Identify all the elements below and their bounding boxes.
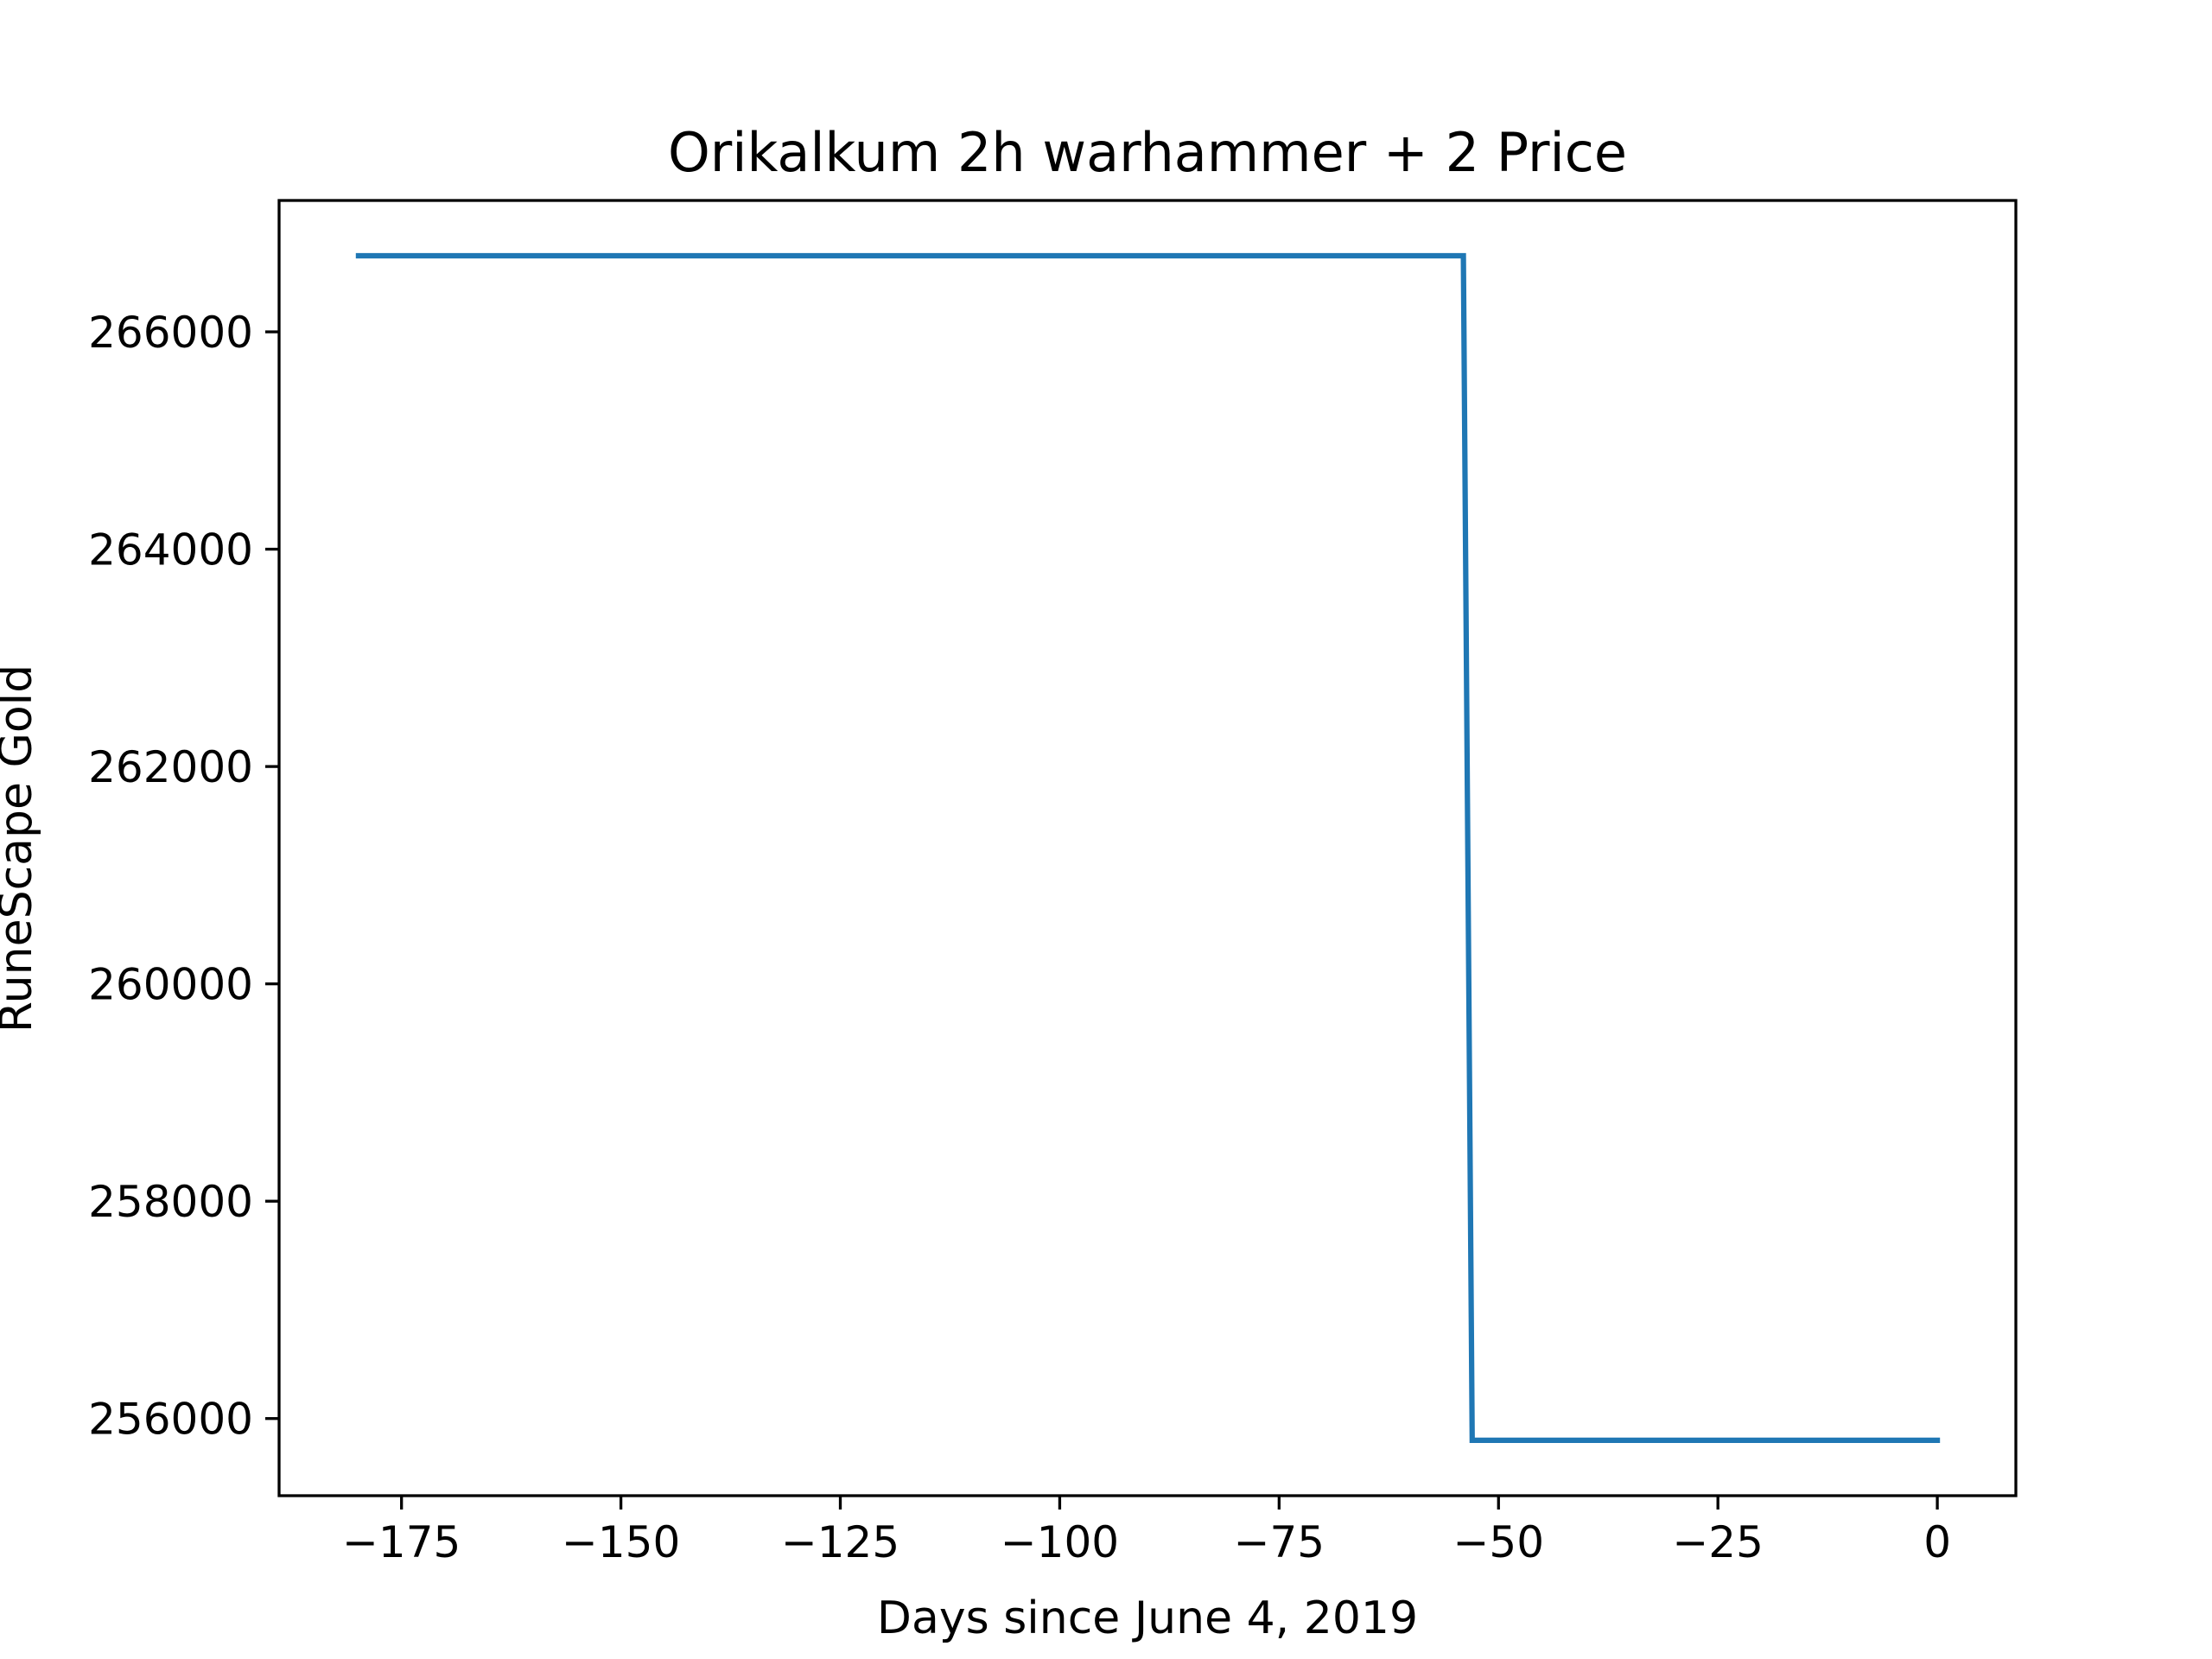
price-series-line	[355, 252, 1941, 1444]
x-tick-label: −50	[1453, 1517, 1545, 1567]
y-tick-label: 256000	[88, 1395, 253, 1445]
x-axis-label: Days since June 4, 2019	[877, 1592, 1418, 1644]
y-axis-label: RuneScape Gold	[0, 664, 42, 1033]
chart-title: Orikalkum 2h warhammer + 2 Price	[668, 121, 1627, 184]
series-layer	[355, 252, 1941, 1444]
y-tick-label: 260000	[88, 960, 253, 1010]
x-tick-label: −100	[1001, 1517, 1119, 1567]
y-tick-label: 264000	[88, 525, 253, 575]
x-tick-label: −25	[1672, 1517, 1764, 1567]
y-axis: 256000 258000 260000 262000 264000 266000	[88, 308, 279, 1445]
axes-frame	[277, 199, 2018, 1497]
x-tick-label: 0	[1923, 1517, 1951, 1567]
x-tick-label: −75	[1234, 1517, 1325, 1567]
y-tick-label: 258000	[88, 1177, 253, 1227]
x-tick-label: −175	[342, 1517, 461, 1567]
x-axis: −175 −150 −125 −100 −75 −50 −25 0	[342, 1496, 1951, 1567]
x-tick-label: −125	[781, 1517, 899, 1567]
plot-area	[277, 199, 2018, 1497]
y-tick-label: 262000	[88, 742, 253, 792]
x-tick-label: −150	[562, 1517, 680, 1567]
y-tick-label: 266000	[88, 308, 253, 358]
